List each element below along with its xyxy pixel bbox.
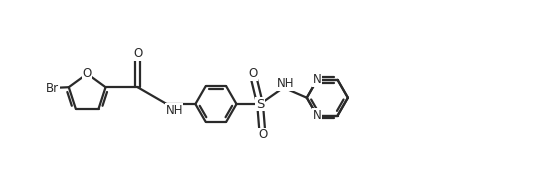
Text: NH: NH xyxy=(277,77,294,90)
Text: O: O xyxy=(83,66,92,80)
Text: NH: NH xyxy=(166,104,183,117)
Text: O: O xyxy=(248,67,257,80)
Text: O: O xyxy=(133,47,142,60)
Text: N: N xyxy=(312,109,322,122)
Text: O: O xyxy=(259,128,268,141)
Text: S: S xyxy=(256,98,264,110)
Text: Br: Br xyxy=(46,81,59,94)
Text: N: N xyxy=(312,73,322,86)
